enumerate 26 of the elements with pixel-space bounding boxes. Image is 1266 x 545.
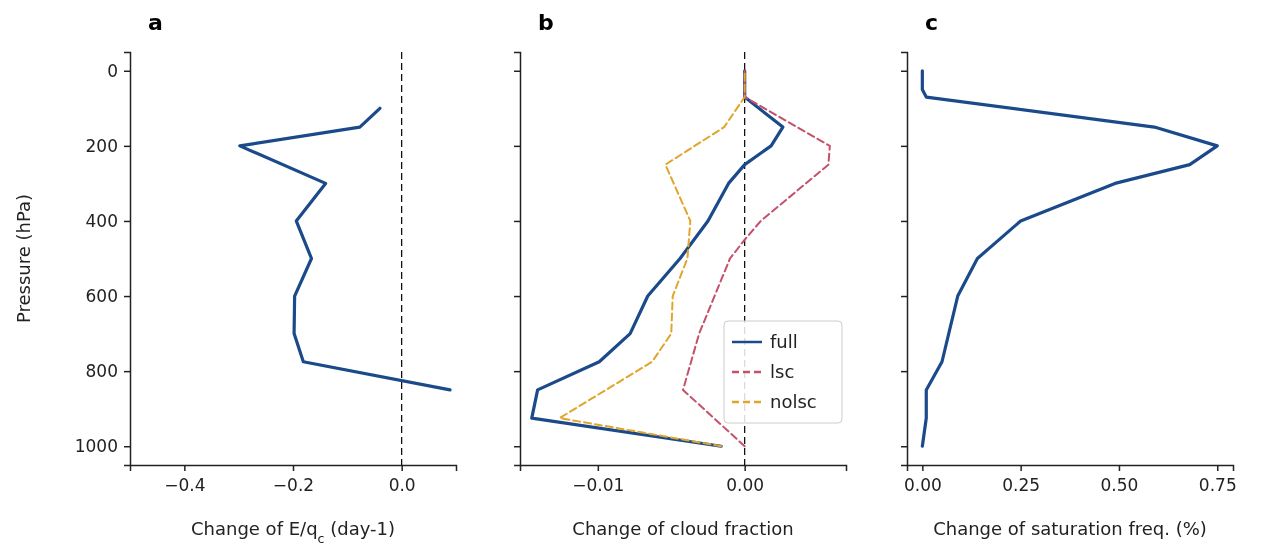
legend-label: lsc [770,361,795,382]
y-tick-label: 400 [85,210,118,231]
x-tick-label: 0.25 [1002,475,1041,496]
x-axis-title: Change of E/q$_{c}$ (day-1) [190,518,396,545]
legend-label: nolsc [770,391,817,412]
x-tick-label: 0.50 [1100,475,1139,496]
y-tick-label: 1000 [74,436,118,457]
y-tick-label: 800 [85,361,118,382]
chart-title: a [148,10,163,35]
x-tick-label: 0.75 [1198,475,1237,496]
y-tick-label: 200 [85,135,118,156]
x-tick-label: 0.00 [726,475,765,496]
legend-label: full [770,331,798,352]
x-tick-label: −0.4 [164,475,206,496]
y-tick-label: 600 [85,285,118,306]
x-tick-label: −0.2 [272,475,315,496]
x-tick-label: 0.00 [903,475,942,496]
chart-title: c [925,10,939,35]
x-axis-title: Change of saturation freq. (%) [933,518,1207,539]
x-axis-title: Change of cloud fraction [572,518,794,539]
y-tick-label: 0 [107,60,118,81]
chart-title: b [538,10,554,35]
x-tick-label: −0.01 [572,475,625,496]
x-tick-label: 0.0 [388,475,416,496]
line-series [238,106,452,392]
y-axis-title: Pressure (hPa) [13,193,34,324]
